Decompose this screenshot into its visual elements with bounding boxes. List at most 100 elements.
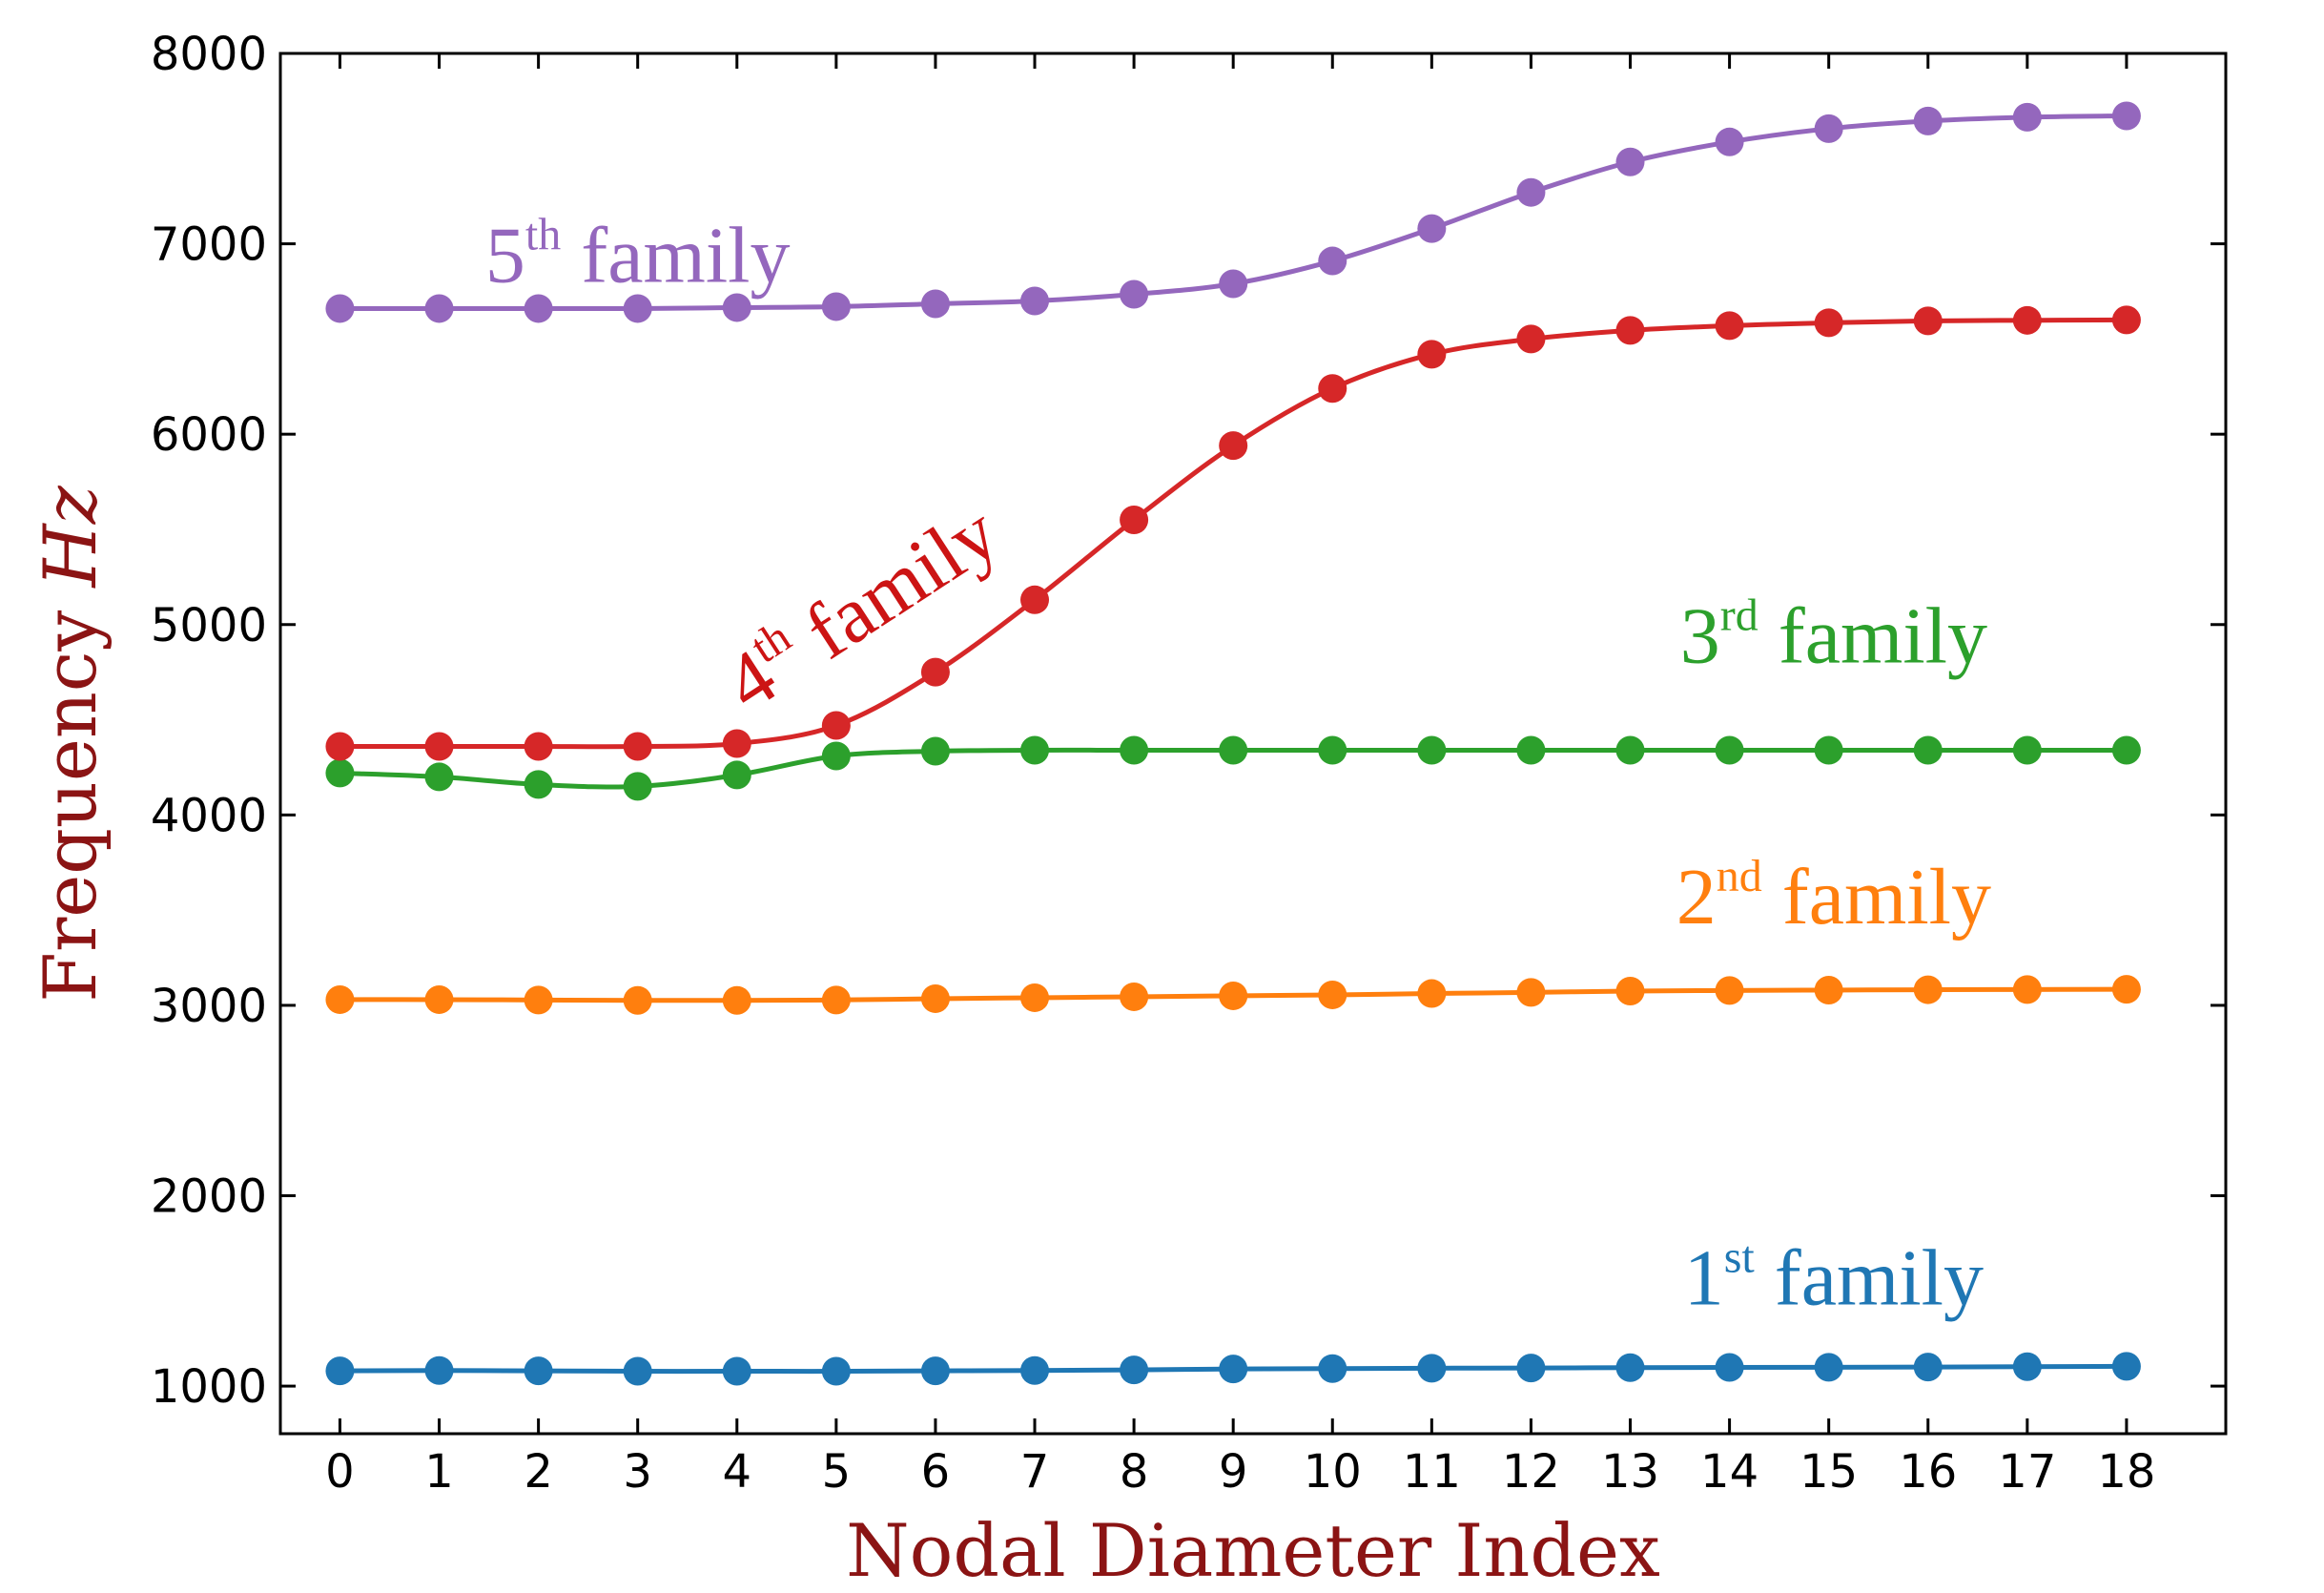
x-axis-ticks: 0 1 2 3 4 5 6 7 8 9 10 11 12 13 14 15 16 17 18 (325, 53, 2155, 1499)
data-point-2nd-family (1615, 976, 1645, 1005)
data-point-2nd-family (524, 985, 553, 1015)
y-tick-label: 8000 (151, 28, 267, 81)
data-point-5th-family (1020, 286, 1050, 316)
y-axis-label: Frequency Hz (28, 485, 113, 1002)
x-tick-label: 17 (1998, 1445, 2056, 1499)
series-4th-family (325, 305, 2141, 761)
x-tick-label: 15 (1800, 1445, 1858, 1499)
data-point-3rd-family (2012, 735, 2042, 765)
y-tick-label: 2000 (151, 1170, 267, 1224)
data-point-2nd-family (2111, 975, 2141, 1004)
series-2nd-family (325, 975, 2141, 1015)
x-tick-label: 1 (424, 1445, 454, 1499)
data-point-5th-family (1318, 246, 1347, 276)
data-point-1st-family (1516, 1354, 1546, 1383)
data-point-5th-family (524, 294, 553, 323)
data-point-3rd-family (722, 760, 751, 790)
data-point-2nd-family (623, 985, 652, 1015)
x-tick-label: 11 (1403, 1445, 1461, 1499)
family-label-number: 2 (1676, 853, 1717, 941)
series-1st-family (325, 1352, 2141, 1386)
data-point-5th-family (623, 294, 652, 323)
family-label-2nd-family: 2nd family (1676, 851, 1991, 941)
data-point-3rd-family (524, 770, 553, 799)
x-tick-label: 3 (623, 1445, 652, 1499)
data-point-4th-family (1615, 316, 1645, 345)
data-point-1st-family (623, 1356, 652, 1386)
x-tick-label: 12 (1502, 1445, 1560, 1499)
data-point-5th-family (1417, 214, 1447, 243)
y-tick-label: 4000 (151, 789, 267, 842)
data-point-1st-family (1120, 1355, 1149, 1385)
x-tick-label: 4 (723, 1445, 752, 1499)
data-point-5th-family (821, 292, 851, 321)
data-point-5th-family (325, 294, 355, 323)
y-axis-label-unit: Hz (28, 485, 113, 589)
data-point-3rd-family (325, 758, 355, 788)
x-tick-label: 8 (1120, 1445, 1149, 1499)
data-point-5th-family (1120, 279, 1149, 309)
data-point-1st-family (1913, 1353, 1943, 1382)
y-tick-label: 6000 (151, 408, 267, 462)
data-point-1st-family (1814, 1353, 1843, 1382)
y-axis-ticks: 1000 2000 3000 4000 5000 6000 7000 8000 (151, 28, 2226, 1414)
data-point-4th-family (920, 657, 950, 687)
plot-area (278, 52, 2228, 1436)
data-point-5th-family (1516, 177, 1546, 207)
x-tick-label: 9 (1219, 1445, 1248, 1499)
data-point-4th-family (524, 732, 553, 761)
y-tick-label: 1000 (151, 1360, 267, 1414)
data-point-1st-family (722, 1356, 751, 1386)
family-label-ordinal: rd (1720, 590, 1758, 641)
data-point-4th-family (1318, 374, 1347, 403)
data-point-5th-family (1219, 269, 1248, 299)
data-point-3rd-family (821, 741, 851, 771)
data-point-3rd-family (1417, 735, 1447, 765)
y-tick-label: 3000 (151, 980, 267, 1033)
data-point-3rd-family (623, 772, 652, 801)
x-tick-label: 5 (822, 1445, 852, 1499)
data-point-1st-family (821, 1356, 851, 1386)
data-point-4th-family (1417, 340, 1447, 369)
data-point-4th-family (722, 729, 751, 758)
data-point-3rd-family (1318, 735, 1347, 765)
data-point-4th-family (1913, 306, 1943, 336)
data-point-5th-family (1913, 106, 1943, 135)
data-point-2nd-family (1120, 982, 1149, 1011)
family-label-ordinal: st (1724, 1231, 1756, 1282)
data-point-5th-family (1715, 127, 1744, 156)
data-point-3rd-family (1615, 735, 1645, 765)
data-point-3rd-family (920, 736, 950, 766)
x-tick-label: 16 (1899, 1445, 1957, 1499)
data-point-4th-family (1814, 308, 1843, 338)
data-point-3rd-family (1020, 735, 1050, 765)
y-tick-label: 5000 (151, 599, 267, 652)
x-tick-label: 18 (2097, 1445, 2155, 1499)
data-point-5th-family (2012, 102, 2042, 132)
family-label-1st-family: 1st family (1684, 1231, 1984, 1322)
data-point-2nd-family (1913, 975, 1943, 1004)
family-label-word: family (561, 212, 790, 300)
family-label-word: family (1755, 1233, 1984, 1322)
y-axis-label-text: Frequency (28, 588, 113, 1003)
family-label-ordinal: th (525, 210, 561, 260)
data-point-3rd-family (1715, 735, 1744, 765)
data-point-5th-family (424, 294, 454, 323)
x-axis-label: Nodal Diameter Index (846, 1508, 1660, 1593)
data-point-1st-family (2012, 1352, 2042, 1381)
data-point-5th-family (1814, 114, 1843, 143)
data-point-4th-family (1020, 585, 1050, 614)
family-label-5th-family: 5th family (485, 210, 791, 300)
data-point-2nd-family (1417, 979, 1447, 1008)
data-point-3rd-family (1219, 735, 1248, 765)
series-3rd-family (325, 735, 2141, 801)
y-tick-label: 7000 (151, 218, 267, 272)
data-point-5th-family (920, 289, 950, 319)
data-point-2nd-family (325, 984, 355, 1014)
data-point-1st-family (1615, 1353, 1645, 1382)
series-5th-family (325, 101, 2141, 323)
data-point-1st-family (1318, 1354, 1347, 1383)
data-point-5th-family (2111, 101, 2141, 131)
data-point-2nd-family (722, 985, 751, 1015)
